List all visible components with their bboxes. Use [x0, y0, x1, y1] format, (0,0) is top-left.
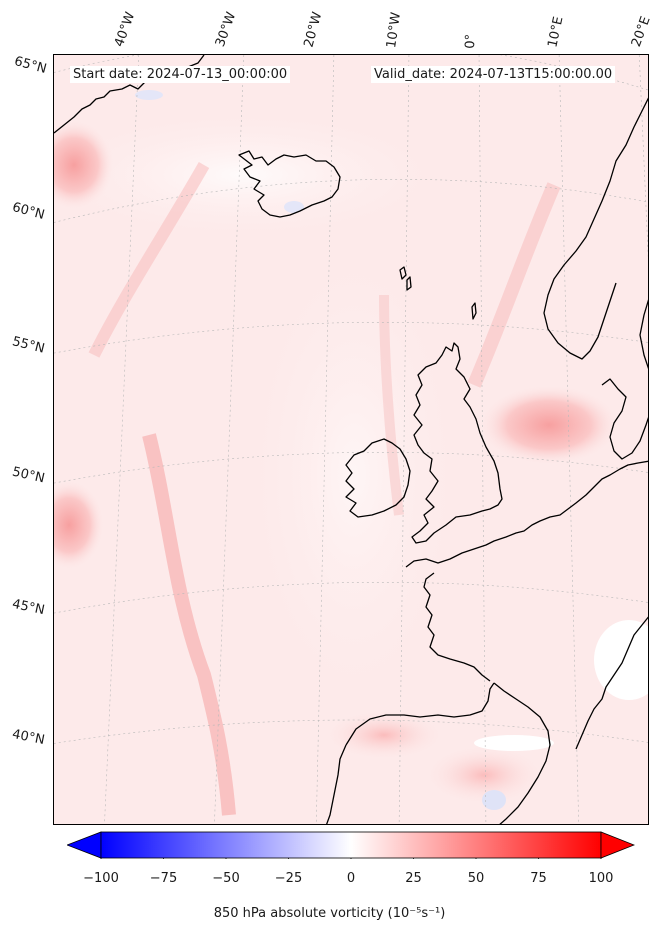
- lon-label-30w: 30°W: [212, 10, 240, 49]
- coastline-norway: [543, 97, 648, 360]
- negative-vorticity-patch: [284, 201, 304, 213]
- coastline-great-britain: [411, 342, 503, 544]
- coastline-iberia-east: [493, 682, 551, 824]
- vorticity-maximum: [324, 710, 444, 760]
- colorbar-tick-label: 0: [346, 871, 356, 886]
- coastline-ireland: [345, 438, 411, 518]
- low-vorticity-region: [54, 105, 464, 245]
- lat-label-60n: 60°N: [10, 200, 47, 223]
- negative-vorticity-patch: [482, 790, 506, 810]
- vorticity-band: [88, 162, 210, 358]
- colorbar-tick-label: −100: [83, 871, 119, 886]
- vorticity-map: [53, 54, 649, 825]
- coastline-mediterranean: [575, 616, 648, 750]
- lon-label-20w: 20°W: [301, 10, 326, 49]
- coastline-shetland: [471, 302, 477, 320]
- lat-label-45n: 45°N: [10, 596, 46, 619]
- vorticity-maximum: [54, 120, 114, 210]
- negative-vorticity-patch: [135, 90, 163, 100]
- vorticity-band: [379, 294, 404, 516]
- colorbar-tick-label: −75: [149, 871, 178, 886]
- colorbar-tick-label: 100: [588, 871, 614, 886]
- lat-label-55n: 55°N: [10, 334, 47, 357]
- colorbar-tick-label: −25: [274, 871, 303, 886]
- vorticity-band: [142, 433, 236, 816]
- coastline-denmark: [601, 378, 648, 460]
- coastline-faroe: [399, 266, 407, 280]
- lon-label-10w: 10°W: [384, 11, 404, 49]
- coastline-faroe: [406, 276, 412, 291]
- colorbar-tick-label: 50: [467, 871, 485, 886]
- colorbar-gradient: [100, 831, 602, 859]
- lat-label-40n: 40°N: [10, 727, 46, 748]
- colorbar-tick-label: 25: [405, 871, 422, 886]
- colorbar-tick-label: −50: [212, 871, 240, 886]
- lat-label-65n: 65°N: [12, 54, 49, 77]
- vorticity-maximum: [479, 385, 619, 465]
- colorbar: [67, 831, 635, 859]
- coastlines: [54, 55, 648, 824]
- low-vorticity-region: [594, 620, 648, 700]
- colorbar-max-extend: [600, 831, 635, 859]
- graticule: [54, 55, 648, 824]
- low-vorticity-region: [234, 215, 474, 735]
- colorbar-label: 850 hPa absolute vorticity (10⁻⁵s⁻¹): [213, 906, 446, 921]
- coastline-iceland: [238, 150, 341, 218]
- coastline-iberia-north: [345, 682, 495, 746]
- map-canvas: [54, 55, 648, 824]
- lon-label-20e: 20°E: [628, 14, 654, 50]
- coastline-sweden: [639, 299, 648, 370]
- start-date-label: Start date: 2024-07-13_00:00:00: [70, 66, 291, 83]
- coastline-france-west: [423, 572, 491, 682]
- lon-label-10e: 10°E: [545, 15, 567, 50]
- colorbar-tick-label: 75: [530, 871, 547, 886]
- vorticity-maximum: [424, 745, 544, 805]
- lat-label-50n: 50°N: [10, 464, 47, 487]
- colorbar-min-extend: [67, 831, 102, 859]
- colorbar-tick-marks: [100, 858, 602, 859]
- low-vorticity-region: [474, 735, 554, 751]
- coastline-france-north: [405, 460, 648, 568]
- coastline-iberia-west: [326, 744, 347, 824]
- vorticity-band: [467, 182, 561, 388]
- vorticity-maximum: [54, 480, 104, 570]
- lon-label-40w: 40°W: [111, 10, 139, 49]
- lon-label-0: 0°: [463, 33, 479, 49]
- valid-date-label: Valid_date: 2024-07-13T15:00:00.00: [371, 66, 616, 83]
